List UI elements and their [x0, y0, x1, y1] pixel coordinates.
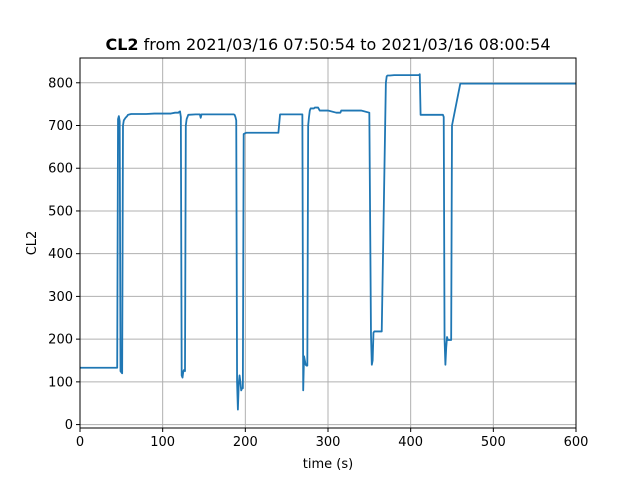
x-tick-label: 600	[564, 435, 589, 450]
y-tick-label: 600	[48, 162, 73, 177]
x-tick-label: 300	[316, 435, 341, 450]
x-tick-label: 0	[76, 435, 84, 450]
chart-title-rest: from 2021/03/16 07:50:54 to 2021/03/16 0…	[139, 35, 551, 54]
y-tick-label: 300	[48, 290, 73, 305]
chart-title-bold: CL2	[105, 35, 138, 54]
y-tick-label: 800	[48, 76, 73, 91]
y-axis: 0 100 200 300 400 500 600 700 800	[48, 76, 80, 433]
y-tick-label: 400	[48, 247, 73, 262]
y-tick-label: 100	[48, 375, 73, 390]
x-tick-label: 200	[233, 435, 258, 450]
x-axis-label: time (s)	[303, 457, 353, 472]
y-tick-label: 0	[65, 418, 73, 433]
chart-title: CL2 from 2021/03/16 07:50:54 to 2021/03/…	[105, 35, 550, 54]
x-tick-label: 100	[150, 435, 175, 450]
x-axis: 0 100 200 300 400 500 600	[76, 428, 589, 450]
series-line	[80, 73, 577, 411]
y-tick-label: 200	[48, 333, 73, 348]
y-axis-label: CL2	[25, 231, 40, 256]
y-tick-label: 700	[48, 119, 73, 134]
y-tick-label: 500	[48, 204, 73, 219]
grid-lines	[79, 58, 577, 428]
x-tick-label: 400	[398, 435, 423, 450]
series-group	[80, 73, 577, 411]
x-tick-label: 500	[481, 435, 506, 450]
